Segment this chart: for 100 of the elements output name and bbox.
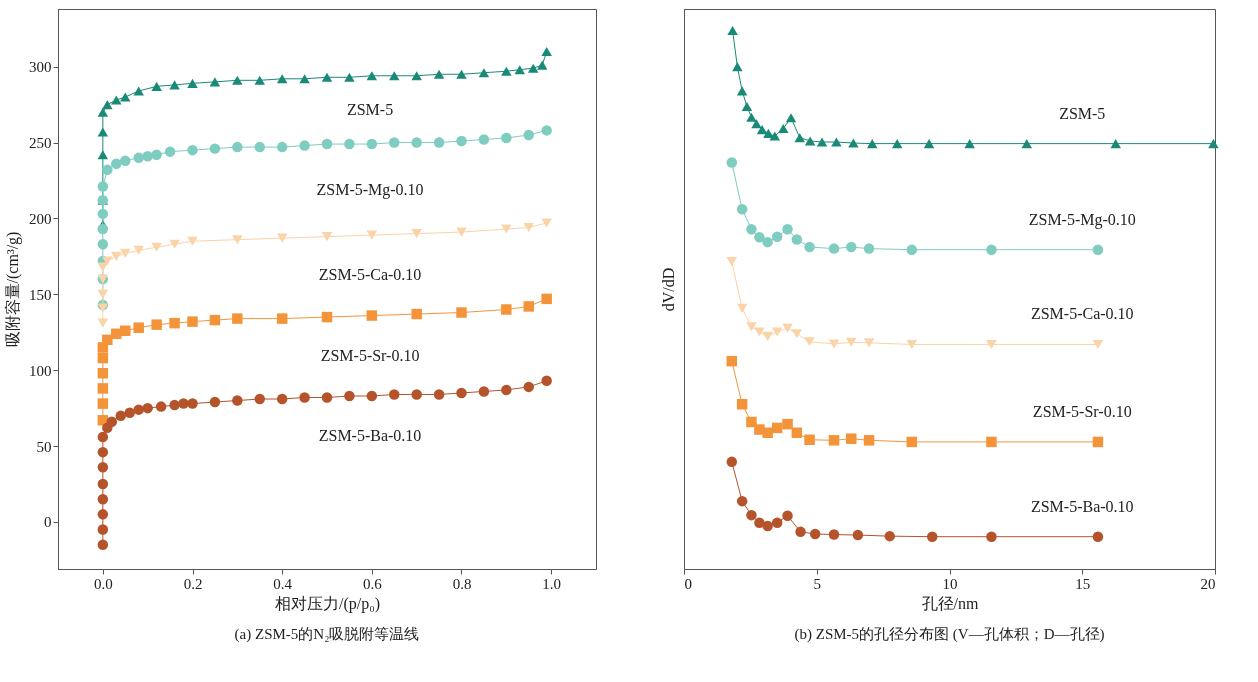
series-label: ZSM-5-Ca-0.10 <box>1030 305 1134 323</box>
point <box>986 531 997 542</box>
x-tick-label: 0 <box>684 575 692 592</box>
x-tick-label: 0.4 <box>273 575 293 592</box>
point <box>97 150 109 160</box>
x-axis-title: 孔径/nm <box>921 594 979 612</box>
point <box>501 384 512 396</box>
point <box>726 257 738 267</box>
point <box>321 311 333 323</box>
point <box>97 524 109 535</box>
point <box>791 234 803 245</box>
x-axis-title: 相对压力/(p/p₀) <box>274 594 381 613</box>
point <box>762 236 773 248</box>
point <box>867 139 878 149</box>
point <box>102 334 113 346</box>
point <box>527 63 539 73</box>
point <box>97 509 109 520</box>
point <box>178 398 189 409</box>
y-tick-label: 200 <box>29 210 52 227</box>
point <box>456 135 467 147</box>
point <box>831 137 842 147</box>
point <box>299 74 310 84</box>
y-axis-title: dV/dD <box>659 267 677 312</box>
point <box>97 478 109 490</box>
point <box>232 141 243 153</box>
point <box>97 107 109 117</box>
point <box>254 393 265 405</box>
point <box>809 528 821 540</box>
series-label: ZSM-5-Ba-0.10 <box>1030 497 1134 515</box>
point <box>804 337 815 347</box>
point <box>501 304 512 315</box>
point <box>299 140 310 151</box>
point <box>344 72 355 82</box>
point <box>411 229 422 239</box>
point <box>746 224 757 235</box>
point <box>927 531 938 542</box>
point <box>771 327 783 337</box>
point <box>514 65 526 75</box>
point <box>1110 139 1121 149</box>
point <box>456 387 467 399</box>
point <box>411 71 422 81</box>
point <box>433 137 445 148</box>
point <box>169 239 180 249</box>
point <box>746 509 757 521</box>
point <box>782 418 793 430</box>
point <box>736 204 748 215</box>
point <box>816 137 828 147</box>
point <box>986 339 997 349</box>
point <box>169 399 180 411</box>
point <box>736 86 748 96</box>
point <box>828 529 840 540</box>
point <box>97 431 109 443</box>
point <box>97 493 109 505</box>
point <box>133 404 144 415</box>
point <box>736 398 748 410</box>
x-tick-label: 1.0 <box>542 575 562 592</box>
point <box>344 138 355 150</box>
point <box>782 224 793 235</box>
point <box>111 251 122 261</box>
point <box>321 72 333 82</box>
point <box>986 244 997 255</box>
point <box>1208 139 1219 149</box>
point <box>746 416 757 428</box>
point <box>782 323 793 333</box>
point <box>541 46 552 57</box>
point <box>456 69 467 79</box>
point <box>120 92 131 102</box>
point <box>102 164 113 176</box>
point <box>456 307 467 318</box>
point <box>863 338 875 348</box>
point <box>501 66 512 76</box>
point <box>1021 139 1032 149</box>
point <box>344 390 355 402</box>
series-label: ZSM-5-Ba-0.10 <box>318 427 422 445</box>
point <box>133 245 144 255</box>
point <box>97 127 109 137</box>
point <box>97 398 109 409</box>
point <box>366 310 378 321</box>
point <box>97 318 109 328</box>
point <box>906 436 918 448</box>
point <box>389 71 400 81</box>
point <box>151 319 162 330</box>
point <box>852 529 864 541</box>
series-label: ZSM-5-Sr-0.10 <box>320 346 420 364</box>
point <box>456 227 467 237</box>
point <box>478 68 490 78</box>
series-label: ZSM-5-Mg-0.10 <box>1028 210 1136 229</box>
point <box>389 389 400 400</box>
point <box>771 231 783 242</box>
y-tick-label: 100 <box>29 362 52 379</box>
point <box>906 244 918 255</box>
point <box>142 150 153 162</box>
point <box>97 367 109 379</box>
point <box>411 137 422 148</box>
x-tick-label: 20 <box>1200 575 1216 592</box>
point <box>778 124 789 134</box>
point <box>169 317 180 329</box>
point <box>804 434 815 446</box>
point <box>863 435 875 446</box>
point <box>321 392 333 403</box>
